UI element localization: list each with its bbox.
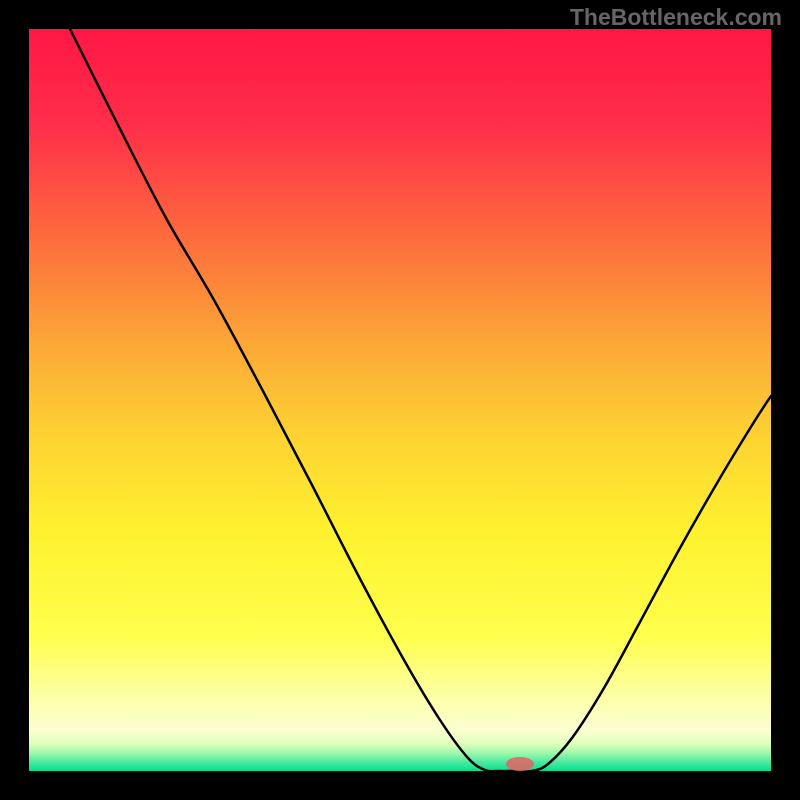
watermark-label: TheBottleneck.com bbox=[570, 4, 782, 31]
optimum-marker bbox=[506, 757, 534, 771]
bottleneck-chart bbox=[0, 0, 800, 800]
plot-background bbox=[29, 29, 771, 771]
